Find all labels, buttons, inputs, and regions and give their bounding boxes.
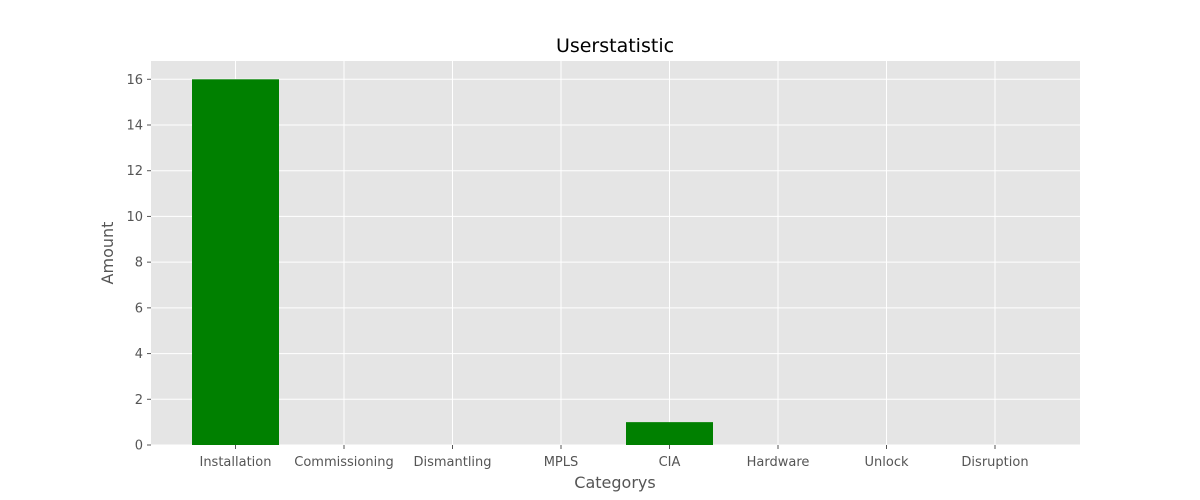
- x-tick-label: Commissioning: [294, 455, 393, 470]
- y-tick-label: 0: [135, 439, 143, 454]
- plot-area: [151, 61, 1080, 445]
- x-tick-label: MPLS: [544, 455, 579, 470]
- x-tick-label: Dismantling: [413, 455, 491, 470]
- x-tick-label: Unlock: [865, 455, 909, 470]
- bar-installation: [192, 79, 279, 446]
- y-tick-label: 16: [126, 73, 143, 88]
- chart-title: Userstatistic: [556, 35, 674, 57]
- x-axis-label: Categorys: [574, 473, 655, 492]
- x-axis-ticks: Installation Commissioning Dismantling MPLS…: [199, 445, 1029, 470]
- x-tick-label: Installation: [199, 455, 271, 470]
- y-axis-label: Amount: [98, 222, 117, 285]
- grid-lines: [151, 61, 1080, 446]
- x-tick-label: Hardware: [747, 455, 810, 470]
- y-tick-label: 6: [135, 301, 143, 316]
- y-tick-label: 12: [126, 164, 143, 179]
- bars: [192, 79, 713, 446]
- y-tick-label: 10: [126, 210, 143, 225]
- y-tick-label: 8: [135, 256, 143, 271]
- y-tick-label: 4: [135, 347, 143, 362]
- bar-cia: [626, 422, 713, 445]
- x-tick-label: CIA: [659, 455, 681, 470]
- y-tick-label: 2: [135, 393, 143, 408]
- x-tick-label: Disruption: [961, 455, 1028, 470]
- y-tick-label: 14: [126, 119, 143, 134]
- y-axis-ticks: 0 2 4 6 8 10 12 14 16: [126, 73, 151, 454]
